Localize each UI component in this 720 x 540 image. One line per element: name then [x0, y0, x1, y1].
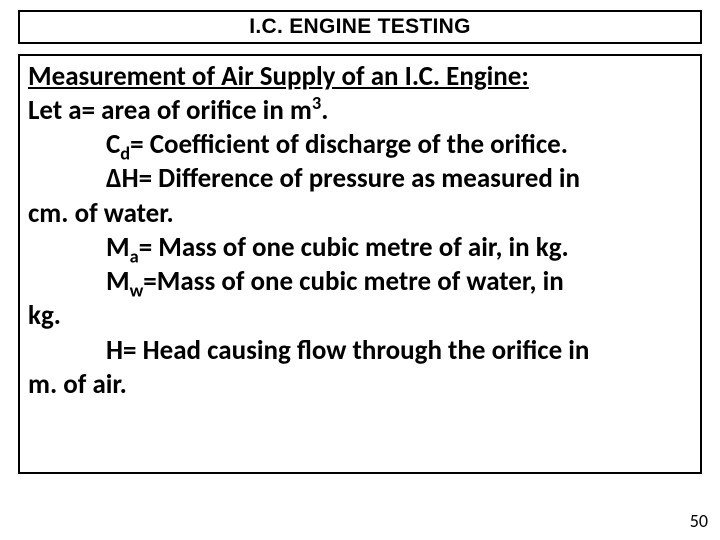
page-number: 50 [690, 510, 708, 532]
mw-sub: w [130, 280, 144, 302]
line-m-air: m. of air. [28, 368, 692, 402]
line-cd: Cd= Coefficient of discharge of the orif… [28, 128, 692, 162]
let-text: Let a= area of orifice in m [28, 94, 312, 127]
line-h: H= Head causing flow through the orifice… [28, 334, 692, 368]
line-ma: Ma= Mass of one cubic metre of air, in k… [28, 231, 692, 265]
let-tail: . [321, 94, 328, 127]
cd-sub: d [120, 142, 130, 164]
line-kg: kg. [28, 299, 692, 333]
slide-title: I.C. ENGINE TESTING [249, 15, 471, 39]
line-mw: Mw=Mass of one cubic metre of water, in [28, 265, 692, 299]
ma-post: = Mass of one cubic metre of air, in kg. [139, 231, 569, 264]
ma-pre: M [106, 231, 130, 264]
title-box: I.C. ENGINE TESTING [18, 10, 702, 44]
mw-pre: M [106, 265, 130, 298]
cd-post: = Coefficient of discharge of the orific… [130, 128, 568, 161]
line-dh: ΔH= Difference of pressure as measured i… [28, 162, 692, 196]
ma-sub: a [130, 245, 139, 267]
line-cm-water: cm. of water. [28, 197, 692, 231]
let-sup: 3 [312, 92, 321, 114]
mw-post: =Mass of one cubic metre of water, in [143, 265, 563, 298]
content-box: Measurement of Air Supply of an I.C. Eng… [18, 54, 702, 474]
cd-pre: C [106, 128, 120, 161]
section-heading: Measurement of Air Supply of an I.C. Eng… [28, 60, 692, 94]
line-let: Let a= area of orifice in m3. [28, 94, 692, 128]
